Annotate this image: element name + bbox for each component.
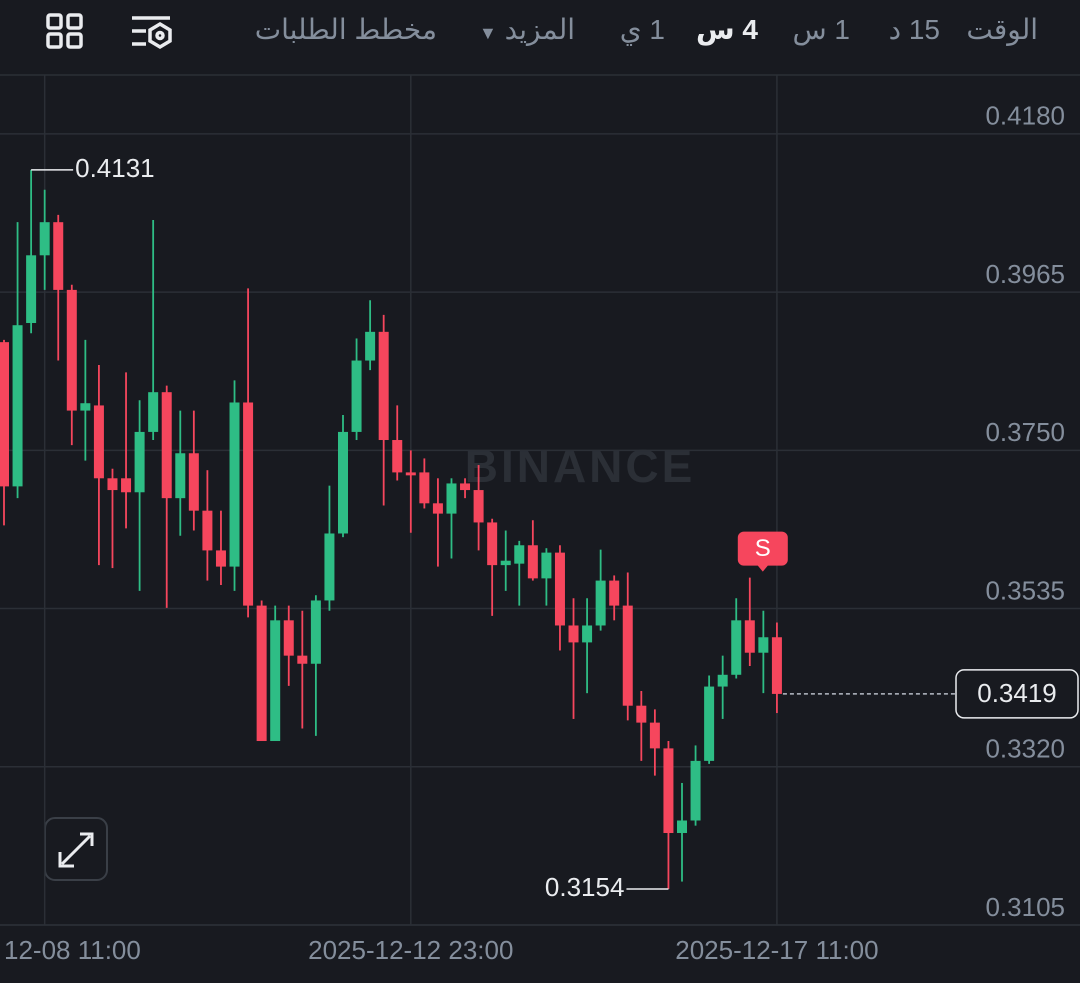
interval-4[interactable]: 1 ي bbox=[619, 14, 665, 45]
candle-body bbox=[663, 748, 674, 834]
x-tick-label: 2025-12-12 23:00 bbox=[308, 935, 513, 965]
candle-body bbox=[432, 503, 443, 514]
candle-body bbox=[419, 472, 430, 504]
candle-body bbox=[26, 255, 37, 324]
candle-body bbox=[243, 402, 254, 606]
candle-body bbox=[622, 605, 633, 706]
candle-body bbox=[704, 686, 715, 761]
y-tick-label: 0.3320 bbox=[985, 734, 1065, 764]
y-tick-label: 0.3965 bbox=[985, 259, 1065, 289]
candle-body bbox=[717, 674, 728, 687]
candle-body bbox=[161, 392, 172, 499]
last-price-label: 0.3419 bbox=[977, 678, 1057, 708]
candle-body bbox=[188, 453, 199, 511]
more-label: المزيد bbox=[504, 14, 575, 45]
signal-badge bbox=[737, 531, 788, 572]
candle-body bbox=[636, 705, 647, 723]
candle-body bbox=[283, 620, 294, 656]
candle-body bbox=[134, 431, 145, 493]
candle-body bbox=[487, 522, 498, 566]
candle-body bbox=[121, 478, 132, 493]
signal-label: S bbox=[755, 535, 771, 562]
candle-body bbox=[80, 403, 91, 411]
candle-body bbox=[514, 545, 525, 564]
expand-button[interactable] bbox=[44, 817, 108, 881]
grid-icon bbox=[46, 13, 83, 49]
candle-body bbox=[215, 550, 226, 567]
candle-body bbox=[93, 405, 104, 479]
candle-body bbox=[554, 552, 565, 626]
more-menu[interactable]: المزيد ▼ bbox=[479, 10, 575, 50]
candle-body bbox=[460, 483, 471, 491]
candle-body bbox=[446, 483, 457, 514]
candle-body bbox=[582, 625, 593, 643]
interval-2[interactable]: 1 س bbox=[792, 14, 850, 45]
candle-body bbox=[175, 453, 186, 499]
orderbook-tab[interactable]: مخطط الطلبات bbox=[254, 14, 437, 45]
candle-body bbox=[338, 431, 348, 534]
candle-body bbox=[527, 545, 538, 579]
candle-body bbox=[365, 331, 376, 361]
low-label: 0.3154 bbox=[545, 872, 625, 902]
candle-body bbox=[744, 620, 755, 653]
y-tick-label: 0.3750 bbox=[985, 417, 1065, 447]
candle-body bbox=[405, 472, 416, 476]
candle-body bbox=[378, 331, 389, 441]
y-tick-label: 0.3105 bbox=[985, 892, 1065, 922]
y-tick-label: 0.3535 bbox=[985, 575, 1065, 605]
candle-body bbox=[53, 222, 64, 290]
candle-body bbox=[0, 342, 9, 487]
last-price-box bbox=[955, 669, 1079, 719]
candle-body bbox=[541, 552, 552, 579]
candle-body bbox=[202, 510, 213, 551]
high-label: 0.4131 bbox=[75, 153, 155, 183]
interval-3[interactable]: 4 س bbox=[696, 14, 758, 45]
candle-body bbox=[473, 490, 484, 523]
candle-body bbox=[148, 392, 159, 432]
interval-1[interactable]: 15 د bbox=[888, 14, 940, 45]
candle-body bbox=[12, 325, 23, 487]
candle-body bbox=[690, 760, 701, 821]
x-tick-label: 12-08 11:00 bbox=[4, 935, 141, 965]
candle-body bbox=[66, 289, 77, 411]
candle-body bbox=[229, 402, 240, 567]
y-tick-label: 0.4180 bbox=[985, 101, 1065, 131]
candle-body bbox=[595, 580, 606, 626]
candle-body bbox=[771, 637, 782, 694]
candle-body bbox=[256, 605, 267, 742]
candle-body bbox=[351, 360, 362, 432]
candle-body bbox=[731, 620, 742, 675]
watermark: BINANCE bbox=[465, 440, 696, 492]
candle-body bbox=[649, 722, 660, 749]
candle-body bbox=[324, 533, 335, 601]
candle-body bbox=[500, 560, 511, 566]
candle-body bbox=[392, 440, 403, 473]
candle-body bbox=[677, 820, 687, 834]
dropdown-arrow: ▼ bbox=[478, 23, 497, 43]
x-tick-label: 2025-12-17 11:00 bbox=[675, 935, 878, 965]
candle-body bbox=[758, 637, 769, 653]
interval-0[interactable]: الوقت bbox=[966, 14, 1038, 45]
candle-body bbox=[39, 222, 50, 256]
candle-body bbox=[609, 580, 620, 606]
candle-body bbox=[310, 600, 321, 664]
candle-body bbox=[107, 478, 118, 491]
candle-body bbox=[568, 625, 579, 643]
candle-body bbox=[297, 655, 308, 664]
candle-body bbox=[270, 620, 281, 742]
settings-icon bbox=[132, 16, 172, 50]
